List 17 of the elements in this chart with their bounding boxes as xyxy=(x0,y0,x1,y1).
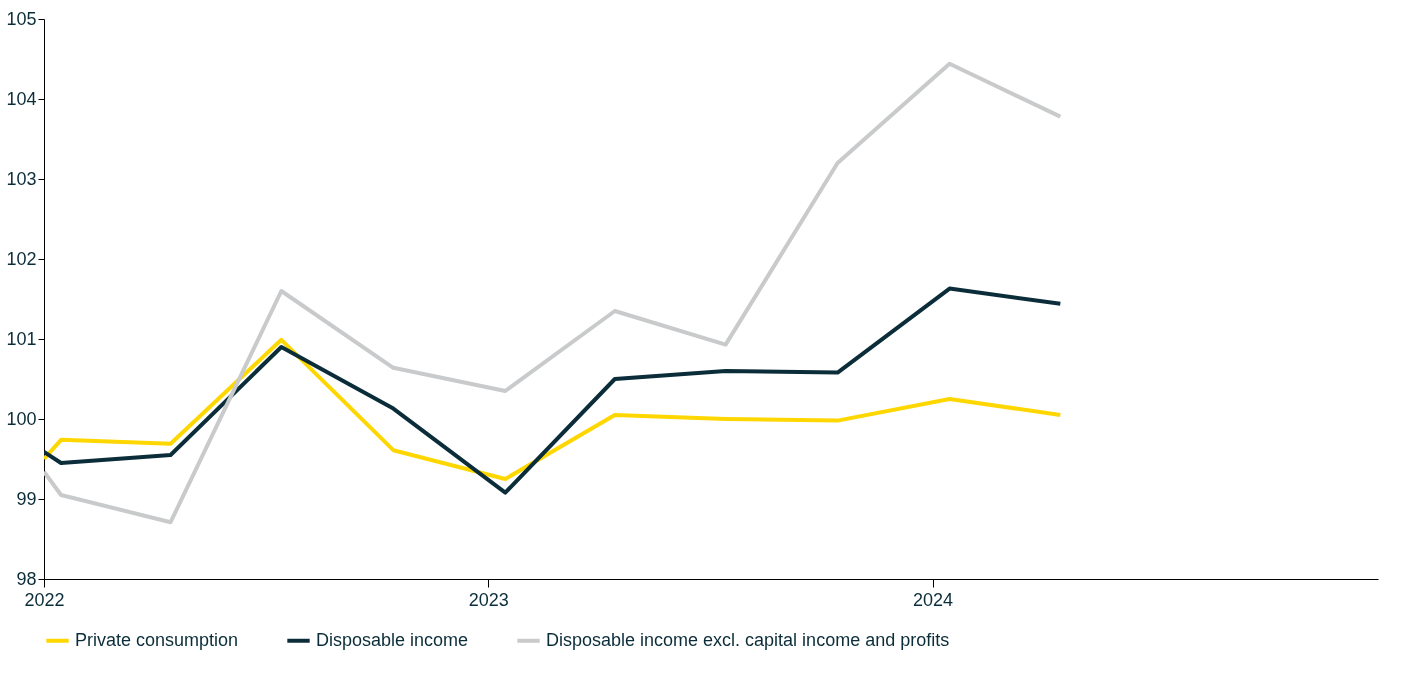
y-tick-label: 101 xyxy=(6,328,37,349)
y-tick-label: 105 xyxy=(6,8,37,29)
legend-label: Private consumption xyxy=(75,629,239,650)
legend-label: Disposable income excl. capital income and profits xyxy=(546,629,950,650)
legend-label: Disposable income xyxy=(316,629,469,650)
x-tick-label: 2024 xyxy=(913,589,954,610)
y-tick-label: 99 xyxy=(16,488,37,509)
line-series xyxy=(44,61,1063,525)
y-tick-label: 98 xyxy=(16,568,37,589)
y-tick-label: 100 xyxy=(6,408,37,429)
y-tick-label: 104 xyxy=(6,88,37,109)
x-tick-label: 2022 xyxy=(24,589,65,610)
line-series xyxy=(44,286,1063,495)
y-tick-label: 102 xyxy=(6,248,37,269)
line-series xyxy=(44,337,1063,481)
y-tick-label: 103 xyxy=(6,168,37,189)
x-tick-label: 2023 xyxy=(468,589,509,610)
